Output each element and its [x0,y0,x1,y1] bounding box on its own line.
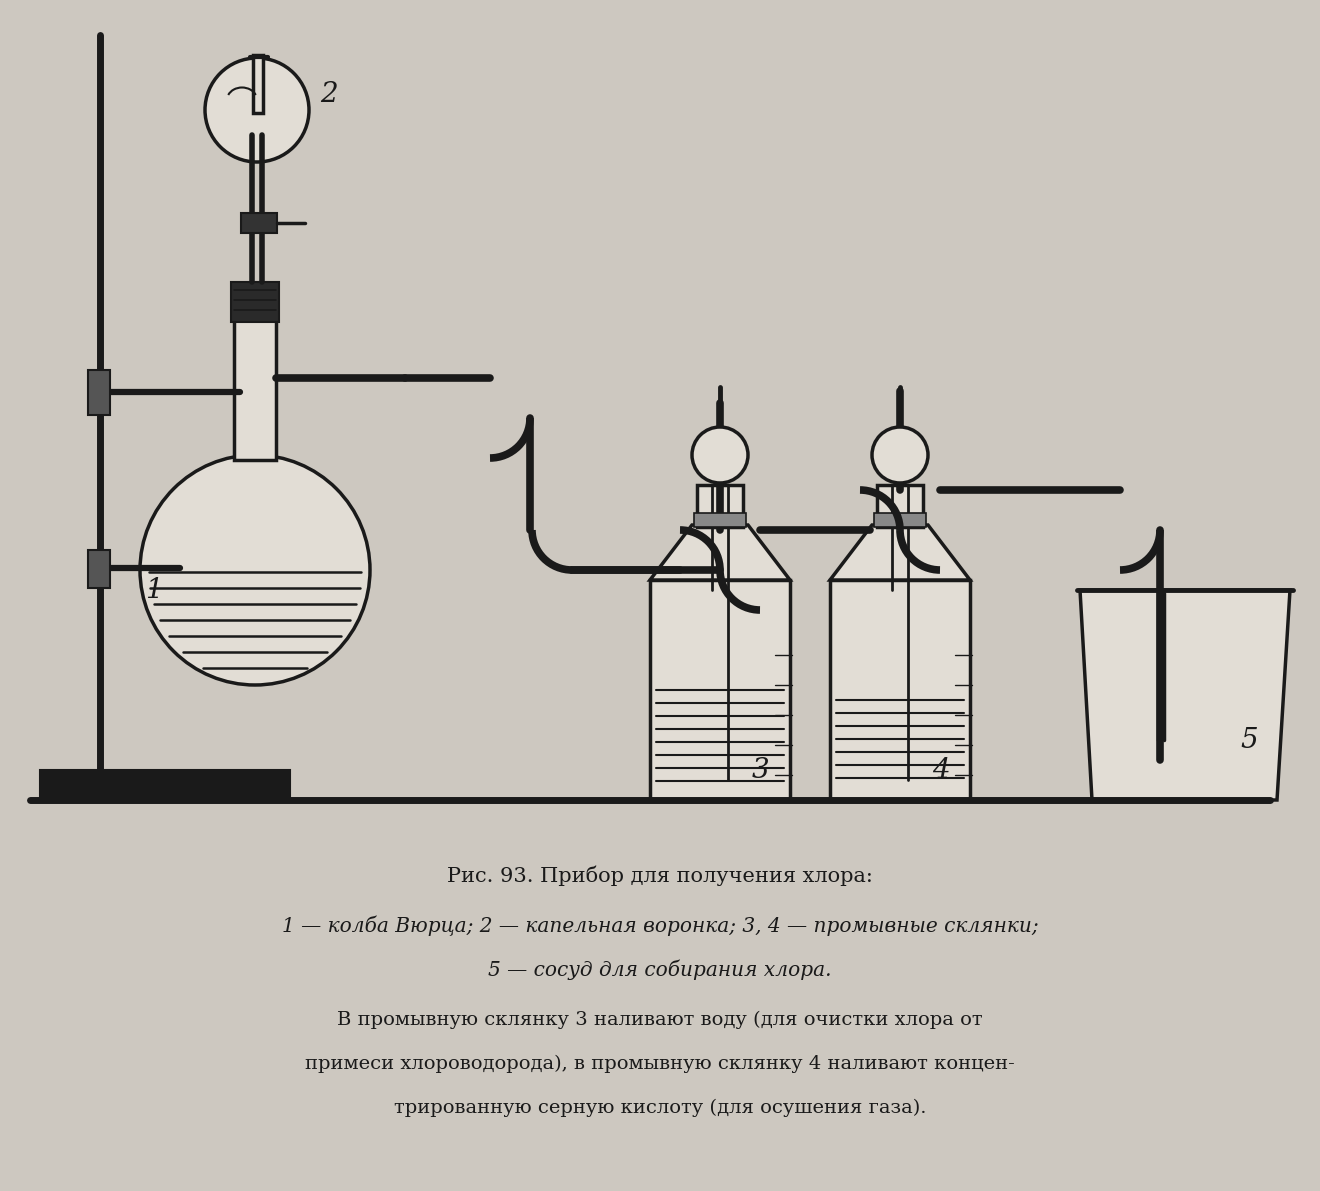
Bar [253,55,263,113]
Text: В промывную склянку 3 наливают воду (для очистки хлора от: В промывную склянку 3 наливают воду (для… [337,1011,983,1029]
Text: 3: 3 [752,756,770,784]
Bar [88,550,110,588]
Polygon shape [830,525,970,580]
Circle shape [205,58,309,162]
Bar [876,485,923,526]
Bar [231,282,279,322]
Bar [242,213,277,233]
Polygon shape [649,580,789,800]
Text: 4: 4 [932,756,949,784]
Polygon shape [1080,590,1290,800]
Text: 2: 2 [319,81,338,108]
Circle shape [140,455,370,685]
Text: трированную серную кислоту (для осушения газа).: трированную серную кислоту (для осушения… [393,1099,927,1117]
Circle shape [873,428,928,484]
Circle shape [692,428,748,484]
Text: Рис. 93. Прибор для получения хлора:: Рис. 93. Прибор для получения хлора: [447,865,873,885]
Text: 5 — сосуд для собирания хлора.: 5 — сосуд для собирания хлора. [488,959,832,979]
Text: 1 — колба Вюрца; 2 — капельная воронка; 3, 4 — промывные склянки;: 1 — колба Вюрца; 2 — капельная воронка; … [281,915,1039,935]
Text: примеси хлороводорода), в промывную склянку 4 наливают концен-: примеси хлороводорода), в промывную скля… [305,1055,1015,1073]
Bar [40,771,290,798]
Bar [88,370,110,414]
Text: 1: 1 [145,576,162,604]
Bar [234,295,276,460]
Bar [697,485,743,526]
Polygon shape [649,525,789,580]
Bar [694,513,746,526]
Bar [874,513,927,526]
Text: 5: 5 [1239,727,1258,754]
Polygon shape [830,580,970,800]
